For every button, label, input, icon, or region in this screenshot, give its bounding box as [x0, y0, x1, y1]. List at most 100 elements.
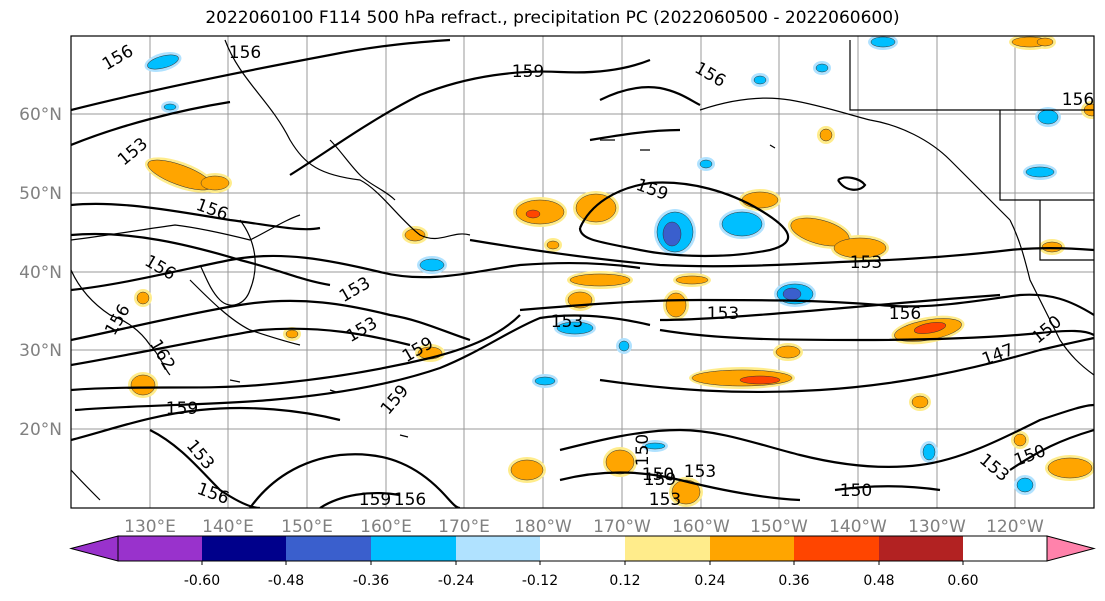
- precip-blob: [671, 479, 701, 505]
- precip-blob: [556, 321, 594, 335]
- contour-line: [578, 181, 790, 258]
- y-tick-label: 20°N: [19, 420, 62, 440]
- coastline: [600, 139, 776, 151]
- precip-blob: [739, 375, 781, 385]
- contour-line: [599, 336, 1094, 394]
- precip-blob: [699, 159, 713, 169]
- precip-blob: [782, 287, 802, 301]
- contour-line: [589, 128, 681, 142]
- colorbar-segment: [794, 536, 879, 561]
- colorbar-segment: [879, 536, 963, 561]
- precip-blob: [911, 395, 929, 409]
- precip-blob: [815, 63, 829, 73]
- precip-blob: [753, 75, 767, 85]
- precip-blob: [1025, 166, 1055, 178]
- precip-blob: [721, 211, 763, 237]
- contour-label: 156: [1062, 90, 1094, 110]
- contour-line: [834, 485, 941, 492]
- precip-blob: [741, 191, 779, 209]
- contour-line: [74, 314, 651, 412]
- x-tick-label: 170°W: [593, 517, 651, 537]
- precip-blob: [575, 193, 617, 223]
- chart-title: 2022060100 F114 500 hPa refract., precip…: [205, 8, 900, 28]
- colorbar-segment: [710, 536, 794, 561]
- contour-line: [71, 232, 331, 287]
- coastline: [999, 110, 1094, 201]
- contour-label: 159: [512, 62, 544, 82]
- colorbar-segment: [625, 536, 710, 561]
- contour-line: [71, 202, 321, 231]
- precip-blob: [1037, 109, 1059, 125]
- x-tick-label: 160°E: [360, 517, 412, 537]
- x-tick-label: 170°E: [438, 517, 490, 537]
- y-tick-labels: 20°N 30°N 40°N 50°N 60°N: [19, 105, 62, 440]
- x-tick-label: 140°E: [202, 517, 254, 537]
- plot-frame: [70, 35, 1095, 509]
- contour-line: [837, 176, 867, 191]
- precip-blob: [404, 228, 426, 242]
- colorbar-extend-max: [1046, 535, 1096, 562]
- precip-blob: [136, 291, 150, 305]
- precip-blob: [1016, 477, 1034, 493]
- contour-label: 153: [551, 312, 583, 332]
- precip-blob: [833, 237, 887, 259]
- precip-blob: [147, 54, 179, 70]
- x-tick-label: 150°W: [750, 517, 808, 537]
- precip-blob: [819, 128, 833, 142]
- colorbar-frame: [117, 535, 1048, 562]
- x-tick-label: 130°W: [908, 517, 966, 537]
- colorbar-tick-label: -0.36: [353, 573, 389, 589]
- coastline: [849, 40, 1094, 111]
- contour-label: 156: [889, 304, 921, 324]
- x-tick-label: 130°E: [124, 517, 176, 537]
- precip-blob: [546, 240, 560, 250]
- colorbar-tick-label: -0.60: [184, 573, 220, 589]
- contour-line: [1009, 428, 1094, 471]
- x-tick-label: 120°W: [986, 517, 1044, 537]
- contour-line: [319, 492, 401, 508]
- precip-blob: [163, 103, 177, 111]
- contour-line: [71, 100, 231, 147]
- precip-blob: [644, 442, 666, 450]
- contour-label: 153: [649, 490, 681, 510]
- contour-label: 153: [707, 304, 739, 324]
- coastline: [329, 139, 396, 201]
- contour-label: 150: [840, 481, 872, 501]
- contour-label: 156: [394, 490, 426, 510]
- contour-line: [519, 293, 1094, 316]
- precipitation-shading: [128, 36, 1094, 507]
- x-tick-label: 140°W: [829, 517, 887, 537]
- colorbar-segment: [456, 536, 540, 561]
- colorbar-tick-label: -0.48: [268, 573, 304, 589]
- x-tick-label: 180°W: [514, 517, 572, 537]
- precip-blob: [569, 273, 631, 287]
- contour-label: 153: [684, 462, 716, 482]
- contour-label: 159: [644, 470, 676, 490]
- y-tick-label: 30°N: [19, 341, 62, 361]
- colorbar-segment: [202, 536, 286, 561]
- x-tick-label: 150°E: [281, 517, 333, 537]
- contour-line: [71, 299, 471, 342]
- colorbar-tick-label: 0.60: [947, 573, 978, 589]
- precip-blob: [200, 175, 230, 191]
- colorbar-segment: [371, 536, 456, 561]
- contour-line: [599, 86, 701, 106]
- contour-line: [249, 453, 461, 508]
- contour-line: [71, 38, 451, 112]
- precip-blob: [1013, 433, 1027, 447]
- precip-blob: [525, 209, 541, 219]
- precip-blob: [870, 36, 896, 48]
- colorbar-extend-min: [69, 535, 119, 562]
- colorbar-tick-label: 0.24: [694, 573, 725, 589]
- contour-label: 150: [642, 465, 674, 485]
- coastline: [1039, 200, 1094, 261]
- precip-blob: [662, 221, 682, 247]
- colorbar-tick-label: -0.12: [522, 573, 558, 589]
- precip-blob: [1047, 457, 1093, 479]
- contour-line: [469, 238, 1094, 268]
- contour-line: [71, 254, 641, 292]
- precip-blob: [618, 340, 630, 352]
- coastline: [1009, 219, 1094, 376]
- coastline: [71, 469, 101, 501]
- contour-label: 159: [359, 490, 391, 510]
